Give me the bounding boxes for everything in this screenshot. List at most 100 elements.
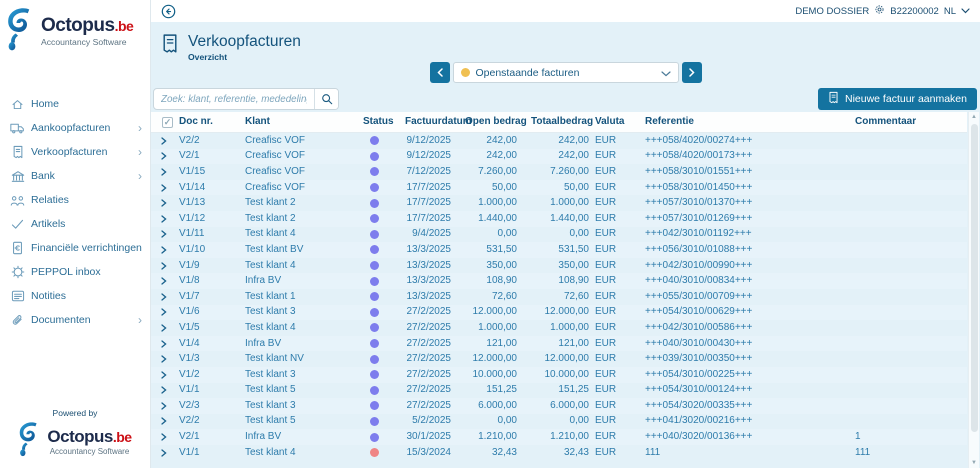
row-expand-icon[interactable] (151, 293, 177, 301)
column-valuta[interactable]: Valuta (595, 116, 625, 127)
row-expand-icon[interactable] (151, 417, 177, 426)
sidebar-item-documenten[interactable]: Documenten › (0, 308, 150, 332)
table-row[interactable]: V1/13 Test klant 2 17/7/2025 1.000,00 1.000,… (151, 195, 967, 211)
table-row[interactable]: V1/1 Test klant 4 15/3/2024 32,43 32,43 EUR 11… (151, 445, 967, 461)
column-referentie[interactable]: Referentie (645, 116, 694, 127)
column-status[interactable]: Status (363, 116, 394, 127)
row-expand-icon[interactable] (151, 449, 177, 457)
row-expand-icon[interactable] (151, 386, 177, 394)
new-invoice-button[interactable]: Nieuwe factuur aanmaken (818, 88, 977, 110)
column-commentaar[interactable]: Commentaar (855, 116, 917, 127)
row-doc-nr: V1/11 (179, 228, 205, 240)
table-row[interactable]: V1/5 Test klant 4 27/2/2025 1.000,00 1.000,0… (151, 320, 967, 336)
column-totaalbedrag[interactable]: Totaalbedrag (531, 116, 594, 127)
sidebar-item-aankoopfacturen[interactable]: Aankoopfacturen › (0, 116, 150, 140)
table-row[interactable]: V1/10 Test klant BV 13/3/2025 531,50 531,50 E… (151, 242, 967, 258)
table-row[interactable]: V1/14 Creafisc VOF 17/7/2025 50,00 50,00 EUR +… (151, 179, 967, 196)
note-icon (9, 290, 26, 302)
row-valuta: EUR (595, 353, 617, 365)
row-expand-icon[interactable] (151, 215, 177, 223)
sidebar-item-label: Relaties (31, 194, 69, 206)
row-open-bedrag: 1.000,00 (478, 197, 517, 209)
back-button[interactable] (161, 4, 176, 19)
table-row[interactable]: V2/1 Infra BV 30/1/2025 1.210,00 1.210,00 EUR… (151, 429, 967, 445)
sidebar-item-artikels[interactable]: Artikels (0, 212, 150, 236)
status-dot (370, 416, 379, 426)
sidebar-item-relaties[interactable]: Relaties (0, 188, 150, 212)
row-expand-icon[interactable] (151, 339, 177, 348)
invoice-filter-select[interactable]: Openstaande facturen (452, 62, 679, 83)
sidebar-item-label: Artikels (31, 218, 66, 230)
search-button[interactable] (314, 89, 338, 109)
row-expand-icon[interactable] (151, 261, 177, 270)
row-expand-icon[interactable] (151, 152, 177, 161)
language-dropdown[interactable] (961, 6, 970, 17)
settings-gear-icon[interactable] (874, 4, 885, 18)
row-expand-icon[interactable] (151, 137, 177, 145)
row-referentie: +++042/3010/00990+++ (645, 259, 753, 271)
row-open-bedrag: 242,00 (486, 150, 517, 162)
table-row[interactable]: V1/6 Test klant 3 27/2/2025 12.000,00 12.000… (151, 304, 967, 321)
search-input[interactable] (154, 89, 314, 109)
table-row[interactable]: V1/15 Creafisc VOF 7/12/2025 7.260,00 7.260,… (151, 164, 967, 180)
table-row[interactable]: V1/8 Infra BV 13/3/2025 108,90 108,90 EUR +++0… (151, 273, 967, 289)
column-doc-nr[interactable]: Doc nr. (179, 116, 213, 127)
sidebar-item-financiele-verrichtingen[interactable]: Financiële verrichtingen (0, 236, 150, 260)
row-status (361, 307, 403, 317)
row-doc-nr: V2/2 (179, 134, 200, 146)
sidebar-item-notities[interactable]: Notities (0, 284, 150, 308)
scroll-down-icon[interactable]: ▼ (971, 460, 977, 466)
table-row[interactable]: V1/4 Infra BV 27/2/2025 121,00 121,00 EUR +++0… (151, 335, 967, 352)
row-expand-icon[interactable] (151, 433, 177, 441)
row-expand-icon[interactable] (151, 277, 177, 285)
row-doc-nr: V1/1 (179, 384, 200, 396)
table-row[interactable]: V2/2 Test klant 5 5/2/2025 0,00 0,00 EUR +++04… (151, 414, 967, 430)
table-row[interactable]: V1/9 Test klant 4 13/3/2025 350,00 350,00 EUR… (151, 258, 967, 274)
row-expand-icon[interactable] (151, 371, 177, 379)
table-row[interactable]: V1/7 Test klant 1 13/3/2025 72,60 72,60 EUR ++… (151, 289, 967, 305)
previous-filter-button[interactable] (429, 62, 450, 83)
sidebar-item-verkoopfacturen[interactable]: Verkoopfacturen › (0, 140, 150, 164)
table-row[interactable]: V1/3 Test klant NV 27/2/2025 12.000,00 12.00… (151, 351, 967, 367)
row-expand-icon[interactable] (151, 324, 177, 332)
next-filter-button[interactable] (681, 62, 702, 83)
table-row[interactable]: V1/11 Test klant 4 9/4/2025 0,00 0,00 EUR +++0… (151, 227, 967, 243)
scroll-up-icon[interactable]: ▲ (971, 114, 977, 120)
table-row[interactable]: V1/2 Test klant 3 27/2/2025 10.000,00 10.000… (151, 366, 967, 383)
octopus-logo[interactable]: Octopus.be Accountancy Software (0, 0, 150, 62)
row-expand-icon[interactable] (151, 199, 177, 207)
sidebar-item-home[interactable]: Home (0, 92, 150, 116)
column-klant[interactable]: Klant (245, 116, 270, 127)
column-open-bedrag[interactable]: Open bedrag (465, 116, 527, 127)
row-doc-nr: V1/1 (179, 446, 200, 458)
row-totaalbedrag: 1.000,00 (550, 197, 589, 209)
table-row[interactable]: V2/2 Creafisc VOF 9/12/2025 242,00 242,00 EUR… (151, 133, 967, 149)
row-expand-icon[interactable] (151, 183, 177, 192)
scrollbar-thumb[interactable] (970, 124, 978, 432)
table-row[interactable]: V1/12 Test klant 2 17/7/2025 1.440,00 1.440,… (151, 210, 967, 227)
status-dot (370, 339, 379, 349)
row-expand-icon[interactable] (151, 355, 177, 363)
row-totaalbedrag: 0,00 (569, 228, 589, 240)
sidebar-item-bank[interactable]: Bank › (0, 164, 150, 188)
column-factuurdatum[interactable]: Factuurdatum (405, 116, 472, 127)
row-totaalbedrag: 1.000,00 (550, 321, 589, 333)
row-doc-nr: V1/10 (179, 243, 206, 255)
select-all-checkbox[interactable]: ✓ (162, 116, 173, 128)
row-expand-icon[interactable] (151, 230, 177, 239)
table-row[interactable]: V1/1 Test klant 5 27/2/2025 151,25 151,25 EUR… (151, 383, 967, 399)
row-expand-icon[interactable] (151, 308, 177, 316)
row-totaalbedrag: 350,00 (558, 259, 589, 271)
vertical-scrollbar[interactable]: ▲ ▼ (968, 112, 979, 468)
row-expand-icon[interactable] (151, 168, 177, 176)
sidebar-item-peppol-inbox[interactable]: PEPPOL inbox (0, 260, 150, 284)
row-status (361, 401, 403, 411)
row-expand-icon[interactable] (151, 402, 177, 410)
title-block: Verkoopfacturen Overzicht (161, 33, 301, 62)
page-title: Verkoopfacturen (188, 33, 301, 50)
table-row[interactable]: V2/1 Creafisc VOF 9/12/2025 242,00 242,00 EUR… (151, 148, 967, 165)
row-doc-nr: V2/3 (179, 399, 200, 411)
row-totaalbedrag: 12.000,00 (544, 353, 590, 365)
table-row[interactable]: V2/3 Test klant 3 27/2/2025 6.000,00 6.000,0… (151, 398, 967, 414)
row-expand-icon[interactable] (151, 246, 177, 254)
